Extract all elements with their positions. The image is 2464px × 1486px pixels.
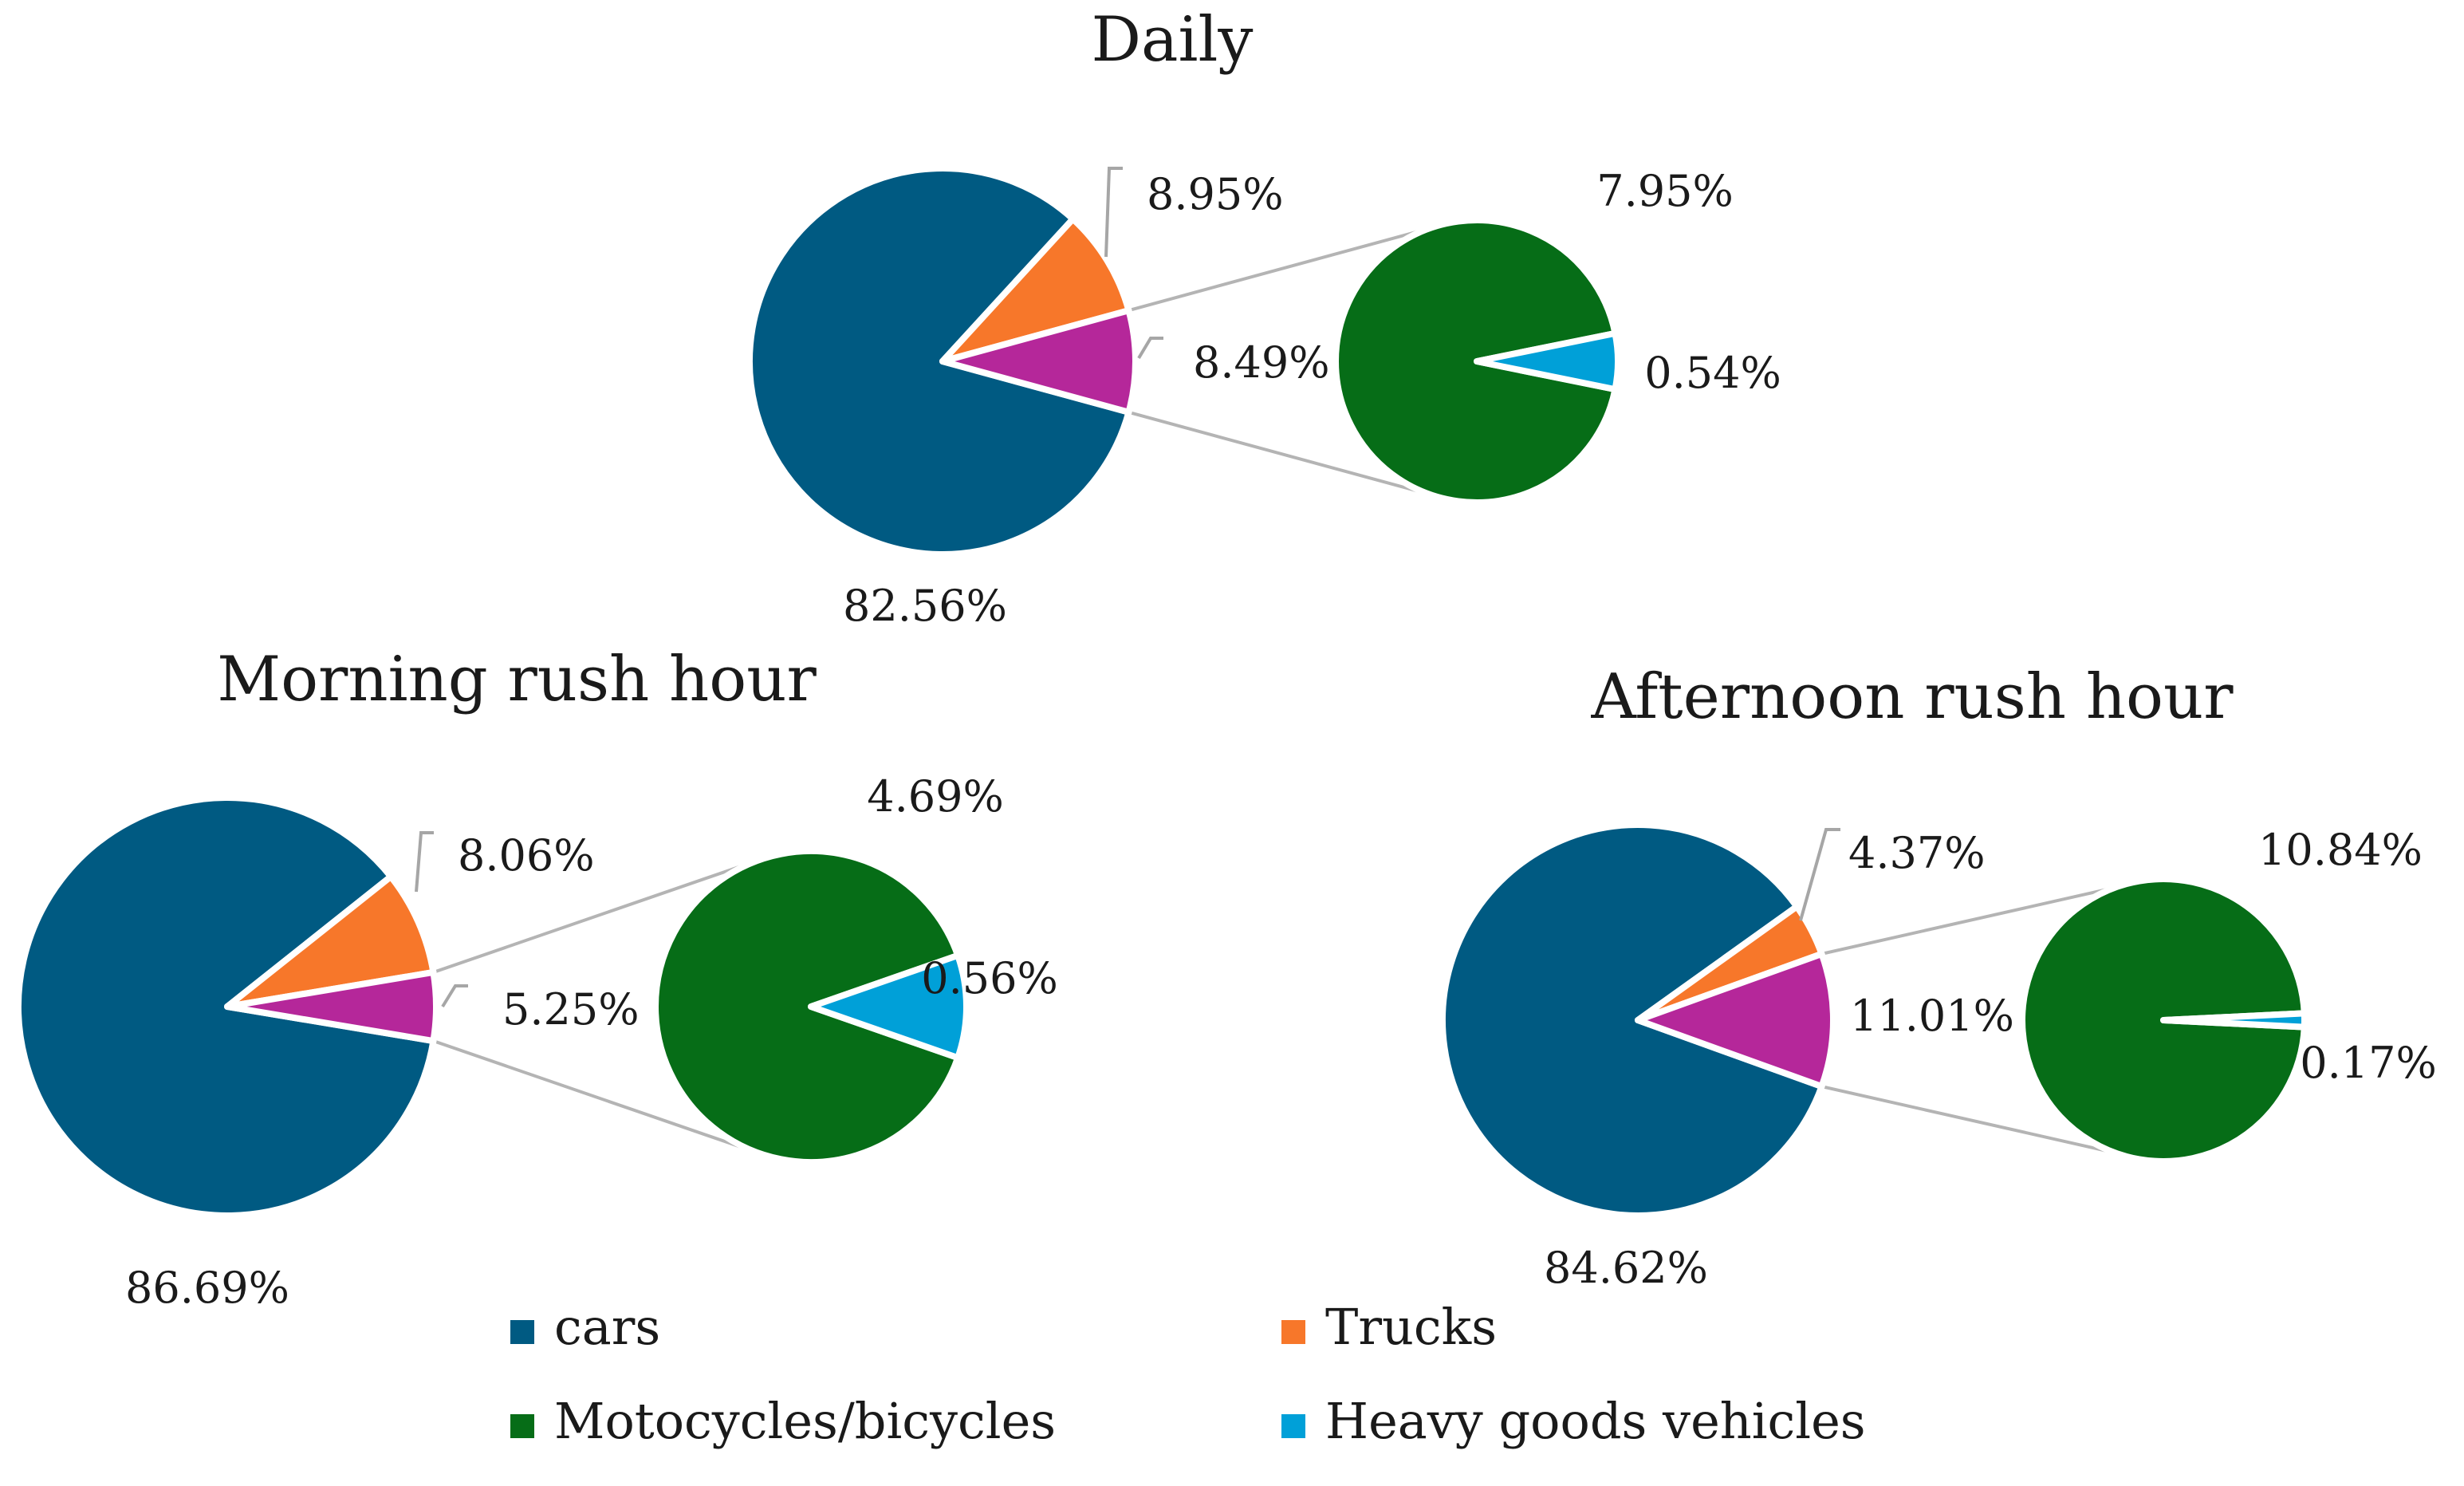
pie-chart-daily: Daily 82.56% 8.95% 8.49% 7.95% 0.54% xyxy=(746,4,1781,631)
connector-line-top xyxy=(432,858,758,974)
data-label-other-morning: 5.25% xyxy=(502,984,640,1035)
data-label-heavy-goods-vehicles-afternoon: 0.17% xyxy=(2300,1038,2437,1088)
slice-other-afternoon xyxy=(1635,950,1836,1090)
slice-other-daily xyxy=(939,307,1139,416)
legend-item-cars: cars xyxy=(510,1298,660,1356)
legend-swatch-trucks xyxy=(1281,1320,1305,1344)
leader-line-trucks xyxy=(415,831,434,893)
slice-trucks-daily xyxy=(939,215,1132,365)
data-label-cars-afternoon: 84.62% xyxy=(1544,1243,1708,1293)
connector-line-top xyxy=(1128,227,1429,313)
slice-cars-daily xyxy=(746,164,1132,558)
chart-title-daily: Daily xyxy=(1092,4,1254,76)
data-label-trucks-morning: 8.06% xyxy=(458,830,595,881)
legend-label-cars: cars xyxy=(554,1298,660,1356)
legend-item-heavy-goods-vehicles: Heavy goods vehicles xyxy=(1281,1392,1866,1450)
pie-chart-afternoon: Afternoon rush hour 84.62% 4.37% 11.01% 10.8… xyxy=(1439,661,2437,1293)
data-label-heavy-goods-vehicles-morning: 0.56% xyxy=(921,953,1058,1003)
slice-cars-afternoon xyxy=(1439,822,1825,1219)
secondary-slice-heavy-goods-vehicles-morning xyxy=(808,952,970,1062)
legend-item-trucks: Trucks xyxy=(1281,1298,1497,1356)
data-label-motocycles-bicycles-afternoon: 10.84% xyxy=(2258,825,2423,875)
data-label-trucks-daily: 8.95% xyxy=(1147,169,1284,219)
slice-other-morning xyxy=(224,968,439,1045)
connector-line-bottom xyxy=(432,1039,758,1155)
secondary-slice-motocycles-bicycles-morning xyxy=(652,848,962,1165)
data-label-other-daily: 8.49% xyxy=(1193,337,1330,388)
legend-swatch-cars xyxy=(510,1320,534,1344)
legend-swatch-motocycles-bicycles xyxy=(510,1414,534,1438)
secondary-slice-heavy-goods-vehicles-daily xyxy=(1474,329,1621,393)
data-label-cars-daily: 82.56% xyxy=(843,581,1007,631)
data-label-other-afternoon: 11.01% xyxy=(1850,991,2014,1041)
chart-title-afternoon: Afternoon rush hour xyxy=(1590,661,2234,733)
data-label-trucks-afternoon: 4.37% xyxy=(1848,828,1986,878)
secondary-slice-heavy-goods-vehicles-afternoon xyxy=(2160,1010,2308,1031)
legend-item-motocycles-bicycles: Motocycles/bicycles xyxy=(510,1392,1056,1450)
data-label-heavy-goods-vehicles-daily: 0.54% xyxy=(1644,348,1781,398)
data-label-cars-morning: 86.69% xyxy=(125,1263,289,1313)
chart-title-morning: Morning rush hour xyxy=(217,644,817,715)
connector-line-bottom xyxy=(1821,1085,2116,1155)
legend-label-motocycles-bicycles: Motocycles/bicycles xyxy=(554,1392,1056,1450)
slice-trucks-morning xyxy=(224,873,437,1010)
leader-line-trucks xyxy=(1104,167,1123,258)
legend-swatch-heavy-goods-vehicles xyxy=(1281,1414,1305,1438)
connector-line-top xyxy=(1821,885,2116,956)
leader-line-trucks xyxy=(1799,828,1840,921)
connector-line-bottom xyxy=(1128,410,1429,496)
leader-line-other xyxy=(441,984,468,1008)
pie-chart-morning: Morning rush hour 86.69% 8.06% 5.25% 4.69% 0.… xyxy=(14,644,1058,1313)
legend: cars Trucks Motocycles/bicycles Heavy goods… xyxy=(510,1298,1866,1450)
legend-label-trucks: Trucks xyxy=(1325,1298,1497,1356)
legend-label-heavy-goods-vehicles: Heavy goods vehicles xyxy=(1325,1392,1866,1450)
data-label-motocycles-bicycles-daily: 7.95% xyxy=(1596,166,1734,216)
leader-line-other xyxy=(1137,337,1163,360)
data-label-motocycles-bicycles-morning: 4.69% xyxy=(867,771,1004,822)
